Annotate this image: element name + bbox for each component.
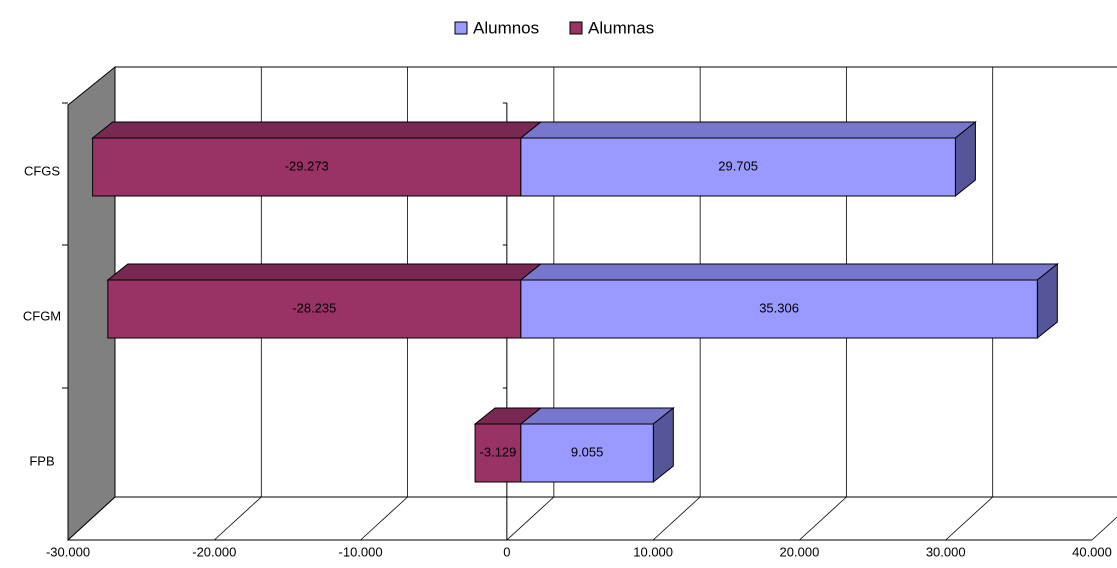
- bar-alumnos: [520, 137, 956, 197]
- floor-gridline: [214, 496, 262, 541]
- legend-swatch-alumnos: [454, 21, 468, 35]
- bar-top-alumnos: [519, 263, 1059, 281]
- bar-top-alumnos: [519, 121, 977, 139]
- bar-top-alumnos: [519, 407, 675, 425]
- floor-gridline: [799, 496, 847, 541]
- legend-label-alumnas: Alumnas: [588, 18, 654, 37]
- x-tick-label: 20.000: [780, 544, 820, 559]
- category-label: CFGM: [23, 308, 61, 323]
- category-label: CFGS: [24, 163, 60, 178]
- x-tick-label: 10.000: [633, 544, 673, 559]
- data-label-alumnos: 35.306: [759, 300, 799, 315]
- data-label-alumnas: -3.129: [480, 444, 517, 459]
- data-label-alumnos: 9.055: [571, 444, 604, 459]
- x-tick-label: 0: [503, 544, 510, 559]
- floor-gridline: [652, 496, 701, 541]
- legend-label-alumnos: Alumnos: [473, 18, 539, 37]
- floor-gridline: [1091, 516, 1117, 541]
- bar-top-alumnas: [91, 121, 543, 139]
- floor-gridline: [506, 496, 555, 541]
- floor-gridline: [67, 496, 116, 541]
- legend-swatch-alumnas: [569, 21, 583, 35]
- floor-gridline: [360, 496, 408, 541]
- x-tick-label: -20.000: [192, 544, 236, 559]
- data-label-alumnas: -28.235: [292, 300, 336, 315]
- data-label-alumnas: -29.273: [285, 158, 329, 173]
- x-tick-label: -30.000: [46, 544, 90, 559]
- bar-top-alumnas: [106, 263, 543, 281]
- category-label: FPB: [29, 453, 54, 468]
- floor-gridline: [945, 496, 993, 541]
- x-tick-label: 40.000: [1072, 544, 1112, 559]
- x-tick-label: -10.000: [339, 544, 383, 559]
- bar-alumnos: [520, 279, 1038, 339]
- x-tick-label: 30.000: [926, 544, 966, 559]
- bar-alumnas: [92, 137, 522, 197]
- bar-alumnas: [107, 279, 522, 339]
- data-label-alumnos: 29.705: [718, 158, 758, 173]
- bar-alumnos: [520, 423, 654, 483]
